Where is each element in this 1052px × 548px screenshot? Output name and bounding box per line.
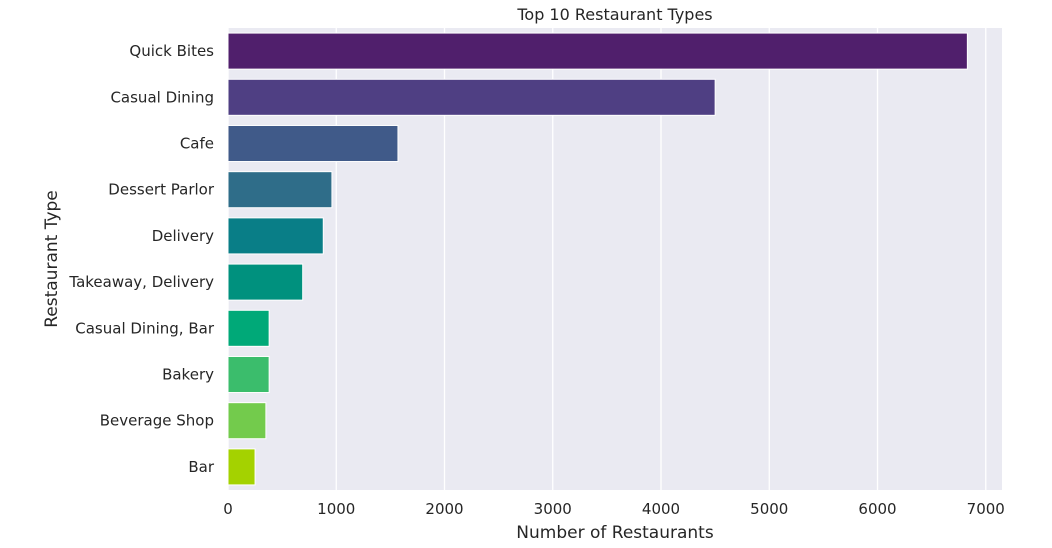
bar	[227, 402, 267, 440]
y-tick-label: Cafe	[180, 135, 214, 153]
x-tick-label: 2000	[425, 500, 463, 518]
y-tick-label: Delivery	[152, 227, 214, 245]
y-tick-label: Casual Dining	[110, 88, 214, 106]
y-tick-label: Takeaway, Delivery	[68, 273, 214, 291]
bar	[227, 124, 399, 163]
bar	[227, 355, 270, 394]
y-tick-label: Beverage Shop	[100, 412, 214, 430]
x-tick-label: 5000	[750, 500, 788, 518]
bar	[227, 217, 324, 255]
y-tick-label: Quick Bites	[129, 42, 214, 60]
y-tick-labels: Quick Bites Casual Dining Cafe Dessert Parl…	[68, 42, 214, 476]
bar	[227, 32, 968, 70]
y-tick-label: Bar	[188, 458, 214, 476]
x-tick-labels: 0 1000 2000 3000 4000 5000 6000 7000	[223, 500, 1005, 518]
bar	[227, 309, 270, 347]
y-axis-title: Restaurant Type	[42, 190, 62, 328]
x-tick-label: 4000	[642, 500, 680, 518]
bars	[227, 32, 968, 486]
x-tick-label: 0	[223, 500, 233, 518]
x-tick-label: 6000	[858, 500, 896, 518]
x-tick-label: 3000	[534, 500, 572, 518]
x-tick-label: 1000	[317, 500, 355, 518]
y-tick-label: Bakery	[162, 366, 214, 384]
bar	[227, 78, 716, 116]
y-tick-label: Dessert Parlor	[108, 181, 215, 199]
y-tick-label: Casual Dining, Bar	[75, 319, 215, 337]
bar	[227, 263, 304, 301]
bar	[227, 171, 333, 209]
chart-title: Top 10 Restaurant Types	[516, 5, 712, 24]
x-tick-label: 7000	[967, 500, 1005, 518]
bar	[227, 448, 256, 486]
x-axis-title: Number of Restaurants	[516, 523, 714, 543]
